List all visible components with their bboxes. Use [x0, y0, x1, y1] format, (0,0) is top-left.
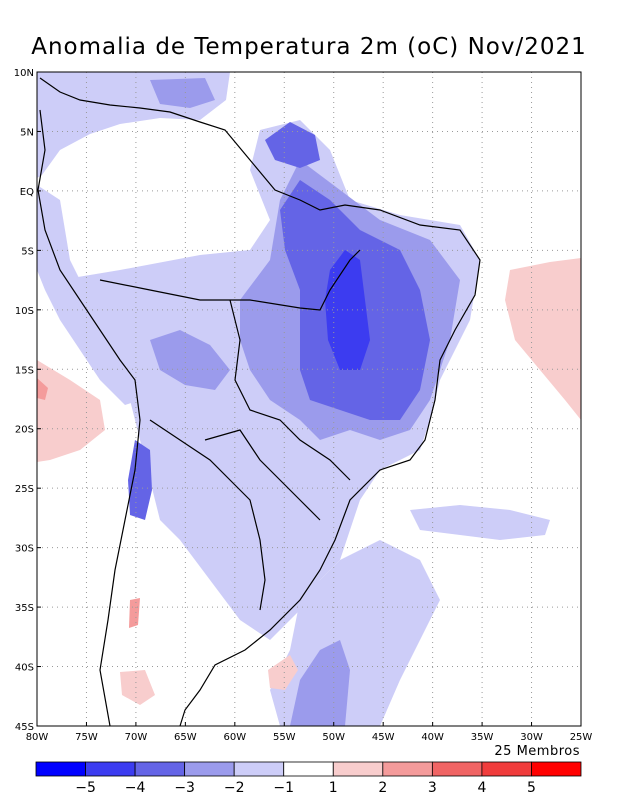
colorbar-label: 4: [477, 780, 486, 796]
lat-tick-label: 10S: [15, 306, 34, 317]
colorbar-label: −3: [174, 780, 195, 796]
anomaly-region-north-atlantic-strong: [150, 78, 215, 108]
colorbar-label: 3: [428, 780, 437, 796]
pacific-coastline: [37, 109, 141, 726]
brazil-border: [99, 249, 361, 311]
lon-tick-label: 45W: [372, 732, 395, 743]
colorbar-label: −5: [75, 780, 96, 796]
inner-border-1: [229, 299, 351, 481]
lon-tick-label: 25W: [570, 732, 593, 743]
lat-tick-label: 15S: [15, 365, 34, 376]
lon-tick-label: 55W: [273, 732, 296, 743]
colorbar-swatch: [531, 761, 582, 777]
colorbar-swatch: [431, 761, 483, 777]
inner-border-2: [204, 429, 321, 521]
colorbar-swatch: [35, 761, 86, 777]
lat-tick-label: 5N: [20, 127, 34, 138]
inner-border-3: [149, 419, 266, 611]
lat-tick-label: 40S: [15, 663, 34, 674]
lon-tick-label: 80W: [26, 732, 49, 743]
lat-tick-label: 45S: [15, 722, 34, 733]
anomaly-region-east-atlantic-weak: [410, 505, 550, 540]
plot-frame: [36, 71, 582, 727]
lat-tick-label: 30S: [15, 544, 34, 555]
colorbar-label: 2: [378, 780, 387, 796]
colorbar-label: −2: [224, 780, 245, 796]
lon-tick-label: 65W: [174, 732, 197, 743]
lon-tick-label: 75W: [75, 732, 98, 743]
lon-tick-label: 60W: [224, 732, 247, 743]
south-america-coastline: [39, 77, 481, 726]
anomaly-region-pampas-weak: [205, 515, 270, 575]
lat-tick-label: 25S: [15, 484, 34, 495]
map-title: Anomalia de Temperatura 2m (oC) Nov/2021: [31, 34, 587, 60]
anomaly-region-chile-warm: [129, 598, 140, 628]
anomaly-region-atlantic-warm: [505, 258, 581, 420]
colorbar: [35, 761, 582, 777]
colorbar-swatch: [184, 761, 235, 777]
lat-tick-label: 5S: [21, 246, 34, 257]
coastlines: [37, 77, 481, 726]
lon-tick-label: 50W: [322, 732, 345, 743]
lat-tick-label: 20S: [15, 425, 34, 436]
colorbar-swatch: [85, 761, 136, 777]
anomaly-region-pacific-warm-strong: [37, 378, 48, 400]
colorbar-swatch: [233, 761, 285, 777]
lat-tick-label: 35S: [15, 603, 34, 614]
anomaly-region-south-atlantic-moderate: [290, 640, 350, 726]
colorbar-label: −1: [273, 780, 294, 796]
colorbar-swatch: [283, 761, 334, 777]
anomaly-region-patagonia-warm: [120, 670, 155, 705]
colorbar-swatch: [481, 761, 532, 777]
anomaly-region-pacific-warm: [37, 360, 105, 462]
anomaly-region-guiana-strong: [265, 122, 320, 168]
colorbar-label: 5: [527, 780, 536, 796]
lon-tick-label: 30W: [520, 732, 543, 743]
lon-tick-label: 40W: [421, 732, 444, 743]
lon-tick-label: 35W: [471, 732, 494, 743]
members-label: 25 Membros: [494, 744, 580, 759]
colorbar-swatch: [134, 761, 186, 777]
colorbar-label: −4: [125, 780, 146, 796]
lon-tick-label: 70W: [125, 732, 148, 743]
colorbar-swatch: [332, 761, 384, 777]
colorbar-label: 1: [329, 780, 338, 796]
anomaly-region-bolivia-moderate: [150, 330, 230, 390]
lat-tick-label: EQ: [20, 187, 34, 198]
lat-tick-label: 10N: [14, 68, 34, 79]
colorbar-swatch: [382, 761, 433, 777]
anomaly-region-andes-strong: [128, 440, 152, 520]
anomaly-region-south-atlantic-warm: [268, 655, 298, 690]
